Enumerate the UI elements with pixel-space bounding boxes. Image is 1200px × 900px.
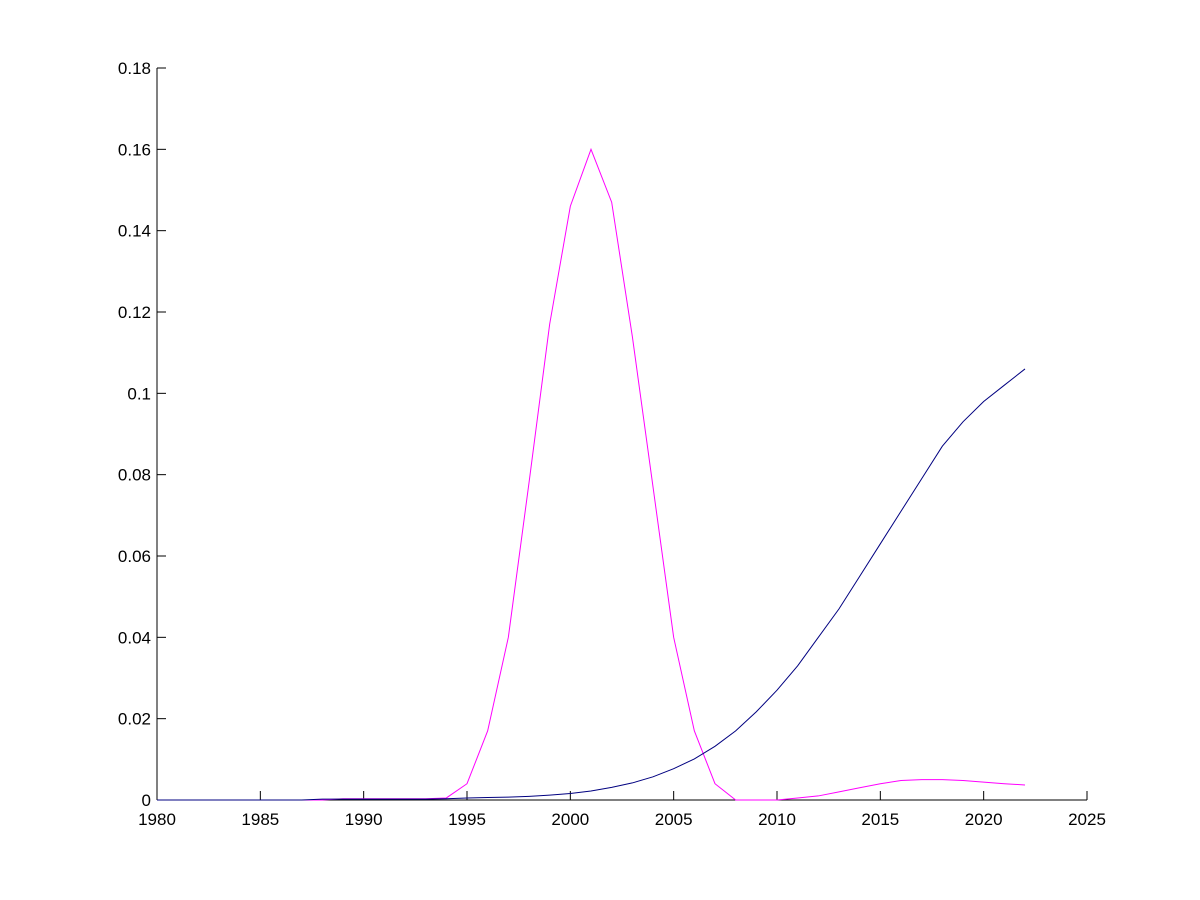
y-tick-label: 0.16 — [118, 140, 151, 159]
y-tick-label: 0 — [142, 791, 151, 810]
y-tick-label: 0.14 — [118, 222, 151, 241]
y-tick-label: 0.04 — [118, 628, 151, 647]
x-tick-label: 2025 — [1068, 810, 1106, 829]
x-tick-label: 2015 — [861, 810, 899, 829]
y-tick-label: 0.12 — [118, 303, 151, 322]
x-tick-label: 1980 — [138, 810, 176, 829]
line-series — [157, 147, 1026, 801]
x-tick-label: 1985 — [241, 810, 279, 829]
x-tick-label: 2005 — [655, 810, 693, 829]
x-tick-label: 1995 — [448, 810, 486, 829]
y-tick-label: 0.08 — [118, 466, 151, 485]
line-series — [157, 368, 1026, 801]
x-tick-label: 2000 — [551, 810, 589, 829]
y-tick-label: 0.06 — [118, 547, 151, 566]
x-tick-label: 2020 — [965, 810, 1003, 829]
x-tick-label: 1990 — [345, 810, 383, 829]
x-tick-label: 2010 — [758, 810, 796, 829]
y-tick-label: 0.1 — [127, 384, 151, 403]
y-tick-label: 0.18 — [118, 59, 151, 78]
y-tick-label: 0.02 — [118, 710, 151, 729]
